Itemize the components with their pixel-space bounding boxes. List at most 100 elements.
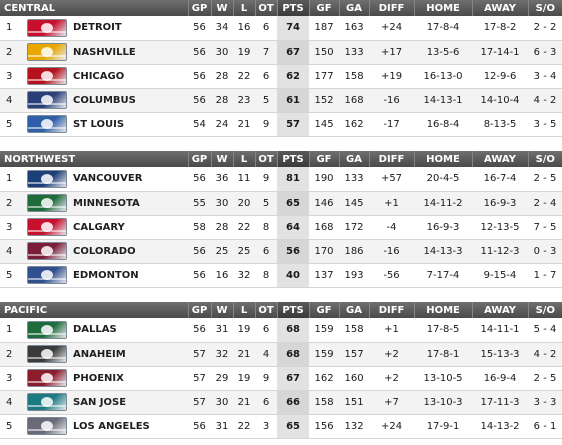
team-name-link[interactable]: CHICAGO xyxy=(73,64,189,89)
column-header-w[interactable]: W xyxy=(210,0,234,16)
column-header-l[interactable]: L xyxy=(232,302,256,318)
rank-cell: 5 xyxy=(0,263,27,288)
ot-cell: 8 xyxy=(255,215,277,240)
column-header-gf[interactable]: GF xyxy=(308,151,339,167)
column-header-diff[interactable]: DIFF xyxy=(368,302,415,318)
pts-cell: 62 xyxy=(277,64,310,89)
l-cell: 22 xyxy=(233,215,255,240)
team-name-link[interactable]: MINNESOTA xyxy=(73,191,188,216)
w-cell: 28 xyxy=(211,215,233,240)
team-row[interactable]: 3 CALGARY 58 28 22 8 64 168 172 -4 16-9-3 12-13-5 7 … xyxy=(0,215,562,240)
pts-cell: 67 xyxy=(277,40,310,65)
nashville-predators-logo-icon xyxy=(27,43,67,61)
team-name-link[interactable]: DALLAS xyxy=(73,318,189,343)
column-header-home[interactable]: HOME xyxy=(413,0,473,16)
team-row[interactable]: 1 DETROIT 56 34 16 6 74 187 163 +24 17-8-4 17-8-2 2 … xyxy=(0,16,562,41)
column-header-away[interactable]: AWAY xyxy=(471,151,528,167)
column-header-ot[interactable]: OT xyxy=(254,302,278,318)
column-header-ga[interactable]: GA xyxy=(338,151,369,167)
column-header-so[interactable]: S/O xyxy=(527,151,562,167)
column-header-so[interactable]: S/O xyxy=(527,0,562,16)
team-name-link[interactable]: ST LOUIS xyxy=(73,112,189,137)
team-name-link[interactable]: NASHVILLE xyxy=(73,40,189,65)
l-cell: 11 xyxy=(233,167,255,192)
diff-cell: -16 xyxy=(369,239,414,264)
l-cell: 19 xyxy=(233,366,256,391)
column-header-diff[interactable]: DIFF xyxy=(368,0,415,16)
team-logo-cell xyxy=(27,342,73,367)
column-header-home[interactable]: HOME xyxy=(413,151,472,167)
team-name-link[interactable]: EDMONTON xyxy=(73,263,188,288)
team-name-link[interactable]: CALGARY xyxy=(73,215,188,240)
column-header-away[interactable]: AWAY xyxy=(471,302,529,318)
team-row[interactable]: 3 CHICAGO 56 28 22 6 62 177 158 +19 16-13-0 12-9-6 3… xyxy=(0,64,562,89)
column-header-away[interactable]: AWAY xyxy=(471,0,529,16)
ot-cell: 4 xyxy=(255,342,278,367)
column-header-so[interactable]: S/O xyxy=(527,302,562,318)
logo-emblem xyxy=(41,198,53,208)
away-cell: 17-14-1 xyxy=(472,40,529,65)
team-name-link[interactable]: COLUMBUS xyxy=(73,88,189,113)
team-row[interactable]: 2 MINNESOTA 55 30 20 5 65 146 145 +1 14-11-2 16-9-3… xyxy=(0,191,562,216)
w-cell: 28 xyxy=(211,88,234,113)
team-row[interactable]: 2 ANAHEIM 57 32 21 4 68 159 157 +2 17-8-1 15-13-3 4 … xyxy=(0,342,562,367)
team-logo-cell xyxy=(27,239,73,264)
column-header-w[interactable]: W xyxy=(210,302,234,318)
ot-cell: 9 xyxy=(255,366,278,391)
away-cell: 8-13-5 xyxy=(472,112,529,137)
column-header-ga[interactable]: GA xyxy=(338,302,370,318)
ot-cell: 8 xyxy=(255,263,277,288)
team-row[interactable]: 3 PHOENIX 57 29 19 9 67 162 160 +2 13-10-5 16-9-4 2 … xyxy=(0,366,562,391)
column-header-w[interactable]: W xyxy=(210,151,233,167)
team-name-link[interactable]: VANCOUVER xyxy=(73,167,188,192)
column-header-diff[interactable]: DIFF xyxy=(368,151,414,167)
minnesota-wild-logo-icon xyxy=(27,194,67,212)
team-row[interactable]: 1 VANCOUVER 56 36 11 9 81 190 133 +57 20-4-5 16-7-4… xyxy=(0,167,562,192)
team-name-link[interactable]: PHOENIX xyxy=(73,366,189,391)
so-cell: 3 - 4 xyxy=(528,64,562,89)
column-header-home[interactable]: HOME xyxy=(413,302,473,318)
column-header-l[interactable]: L xyxy=(232,0,256,16)
team-row[interactable]: 4 COLUMBUS 56 28 23 5 61 152 168 -16 14-13-1 14-10-… xyxy=(0,88,562,113)
column-header-gp[interactable]: GP xyxy=(187,0,212,16)
team-name-link[interactable]: DETROIT xyxy=(73,16,189,41)
division-pacific-section: PACIFIC GP W L OT PTS GF GA DIFF HOME AWAY S/O 1 DALL… xyxy=(0,302,562,439)
so-cell: 4 - 2 xyxy=(528,88,562,113)
team-row[interactable]: 5 EDMONTON 56 16 32 8 40 137 193 -56 7-17-4 9-15-4 1… xyxy=(0,263,562,288)
team-name-link[interactable]: COLORADO xyxy=(73,239,188,264)
team-logo-cell xyxy=(27,318,73,343)
so-cell: 7 - 5 xyxy=(528,215,562,240)
column-header-pts[interactable]: PTS xyxy=(276,151,309,167)
team-name-link[interactable]: ANAHEIM xyxy=(73,342,189,367)
column-header-gp[interactable]: GP xyxy=(187,151,211,167)
w-cell: 29 xyxy=(211,366,234,391)
team-logo-cell xyxy=(27,215,73,240)
column-header-pts[interactable]: PTS xyxy=(276,0,310,16)
team-name-link[interactable]: SAN JOSE xyxy=(73,390,189,415)
team-row[interactable]: 4 COLORADO 56 25 25 6 56 170 186 -16 14-13-3 11-12-… xyxy=(0,239,562,264)
team-row[interactable]: 5 LOS ANGELES 56 31 22 3 65 156 132 +24 17-9-1 14-1… xyxy=(0,414,562,439)
gf-cell: 146 xyxy=(309,191,339,216)
column-header-gf[interactable]: GF xyxy=(308,0,340,16)
rank-cell: 2 xyxy=(0,40,27,65)
column-header-ot[interactable]: OT xyxy=(254,151,277,167)
column-header-ga[interactable]: GA xyxy=(338,0,370,16)
diff-cell: +19 xyxy=(369,64,415,89)
column-header-ot[interactable]: OT xyxy=(254,0,278,16)
logo-stripe xyxy=(28,405,66,407)
logo-stripe xyxy=(28,332,66,335)
team-name-link[interactable]: LOS ANGELES xyxy=(73,414,189,439)
team-row[interactable]: 2 NASHVILLE 56 30 19 7 67 150 133 +17 13-5-6 17-14-… xyxy=(0,40,562,65)
logo-stripe xyxy=(28,254,66,256)
team-row[interactable]: 4 SAN JOSE 57 30 21 6 66 158 151 +7 13-10-3 17-11-3… xyxy=(0,390,562,415)
l-cell: 19 xyxy=(233,318,256,343)
team-row[interactable]: 5 ST LOUIS 54 24 21 9 57 145 162 -17 16-8-4 8-13-5 3… xyxy=(0,112,562,137)
column-header-pts[interactable]: PTS xyxy=(276,302,310,318)
column-header-gf[interactable]: GF xyxy=(308,302,340,318)
column-header-l[interactable]: L xyxy=(232,151,255,167)
away-cell: 9-15-4 xyxy=(472,263,528,288)
team-row[interactable]: 1 DALLAS 56 31 19 6 68 159 158 +1 17-8-5 14-11-1 5 -… xyxy=(0,318,562,343)
column-header-gp[interactable]: GP xyxy=(187,302,212,318)
gf-cell: 152 xyxy=(309,88,340,113)
diff-cell: +1 xyxy=(369,318,415,343)
